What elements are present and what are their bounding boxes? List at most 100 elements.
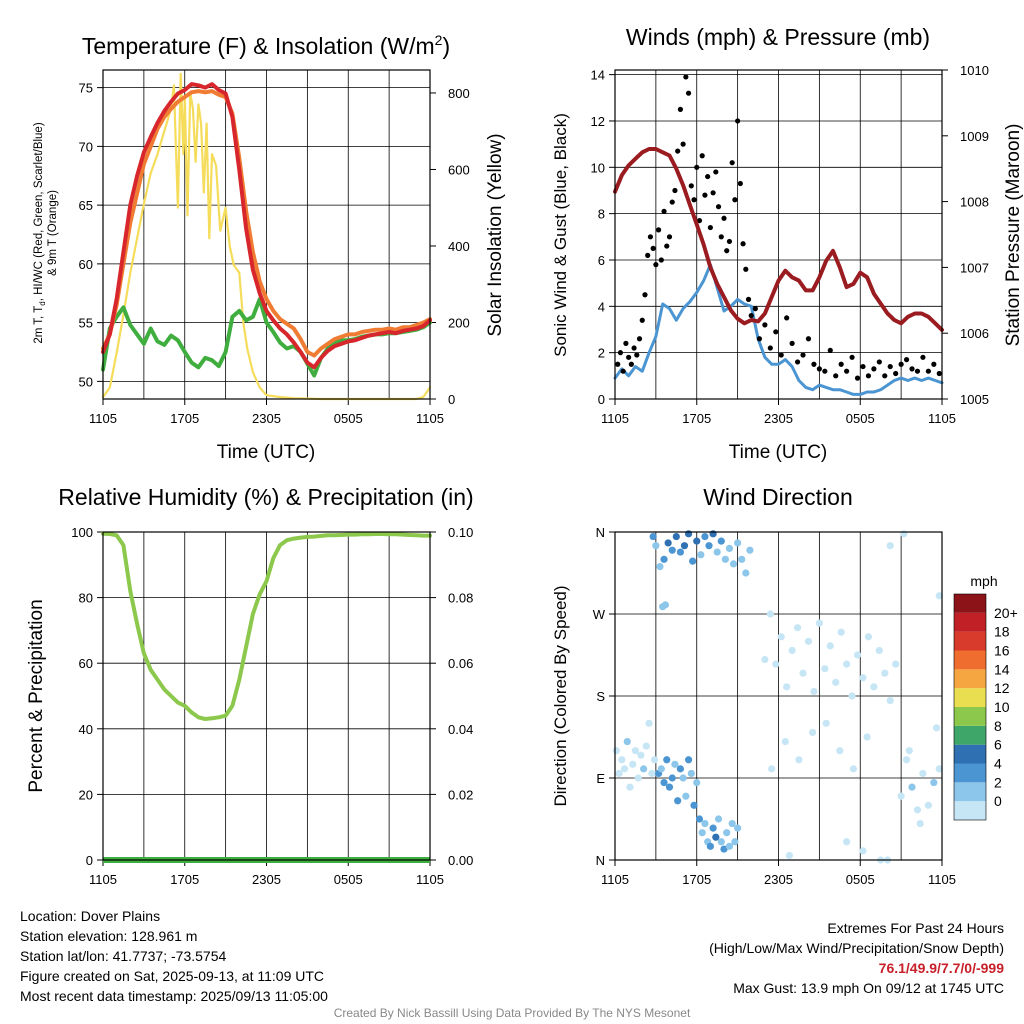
winds-ytick-right-label: 1010 — [960, 63, 989, 78]
winds-gust-point — [871, 366, 877, 372]
direction-point — [738, 555, 746, 563]
direction-point — [615, 769, 623, 778]
winds-gust-point — [762, 322, 768, 328]
colorbar-swatch — [954, 801, 986, 820]
extremes-heading: Extremes For Past 24 Hours — [827, 920, 1004, 936]
winds-gust-point — [653, 262, 659, 268]
temperature-ylabel-right: Solar Insolation (Yellow) — [485, 133, 506, 336]
direction-point — [902, 756, 911, 764]
winds-ytick-label: 14 — [591, 68, 605, 83]
temperature-ytick-right-label: 800 — [448, 86, 470, 101]
direction-xtick-label: 1105 — [601, 872, 629, 887]
direction-point — [919, 769, 927, 778]
winds-gust-point — [805, 336, 812, 342]
direction-point — [843, 660, 851, 668]
winds-gust-point — [833, 373, 839, 379]
winds-gust-point — [898, 361, 904, 367]
winds-gust-point — [794, 359, 801, 365]
temperature-ytick-right-label: 600 — [448, 162, 470, 177]
direction-ytick-label: N — [596, 525, 605, 540]
temperature-xtick-label: 1105 — [416, 411, 444, 426]
temperature-ytick-label: 50 — [79, 374, 93, 389]
direction-point — [822, 719, 830, 727]
winds-gust-point — [743, 266, 749, 272]
temperature-solar-insolation-line — [101, 72, 432, 401]
colorbar-swatch — [954, 725, 986, 745]
temperature-title-sup: 2 — [435, 32, 443, 48]
temperature-ylabel-left: 2m T, Td, HI/WC (Red, Green, Scarlet/Blu… — [33, 122, 47, 343]
winds-gust-point — [672, 187, 678, 194]
direction-point — [886, 542, 894, 550]
winds-gust-point — [724, 248, 730, 254]
winds-gust-point — [707, 224, 713, 231]
direction-point — [645, 719, 653, 727]
winds-xtick-label: 1105 — [928, 411, 956, 426]
extremes-values: 76.1/49.9/7.7/0/-999 — [878, 960, 1004, 976]
winds-gust-point — [685, 90, 692, 96]
winds-ytick-label: 12 — [591, 114, 605, 129]
winds-gust-point — [882, 373, 888, 379]
winds-gust-point — [615, 361, 621, 367]
direction-point — [648, 769, 656, 778]
winds-gust-point — [822, 368, 828, 374]
winds-gust-point — [688, 183, 694, 189]
winds-ytick-right-label: 1007 — [960, 260, 989, 275]
direction-point — [746, 546, 754, 554]
direction-point — [785, 851, 794, 860]
direction-point — [913, 806, 922, 814]
winds-gust-point — [909, 366, 915, 372]
direction-point — [682, 792, 690, 800]
max-gust: Max Gust: 13.9 mph On 09/12 at 1745 UTC — [733, 980, 1004, 996]
direction-point — [676, 765, 685, 773]
direction-point — [905, 747, 913, 755]
colorbar-label: 12 — [994, 680, 1010, 696]
speed-colorbar: mph 0 2 4 6 8 10 12 14 16 18 20+ — [953, 573, 1018, 821]
temperature-9m-t-line — [101, 89, 432, 358]
humidity-ytick-label: 40 — [79, 722, 93, 737]
direction-point — [783, 683, 791, 691]
direction-point — [734, 824, 742, 832]
direction-point — [664, 539, 672, 547]
winds-panel: 1105 1705 2305 0505 1105 0 2 4 6 8 10 12 14 1005 1006 1… — [591, 63, 989, 426]
direction-point — [795, 756, 803, 764]
direction-point — [698, 829, 706, 837]
winds-gust-point — [666, 234, 673, 240]
humidity-panel: 1105 1705 2305 0505 1105 0 20 40 60 80 100 0.00 0.02… — [71, 525, 473, 887]
winds-gust-point — [865, 373, 872, 379]
colorbar-label: 8 — [994, 718, 1002, 734]
winds-ytick-label: 0 — [598, 392, 605, 407]
temperature-ytick-right-label: 400 — [448, 239, 470, 254]
temperature-panel-title: Temperature (F) & Insolation (W/m2) — [82, 32, 450, 59]
direction-point — [848, 692, 856, 700]
winds-gust-point — [636, 336, 643, 342]
winds-gust-point — [729, 160, 735, 166]
winds-gust-point — [699, 153, 705, 159]
direction-point — [810, 687, 818, 696]
winds-plot-border — [614, 69, 943, 400]
temperature-xtick-label: 0505 — [334, 411, 363, 426]
winds-ytick-label: 4 — [598, 299, 605, 314]
winds-ytick-right-label: 1006 — [960, 326, 989, 341]
direction-point — [652, 542, 660, 550]
direction-point — [859, 674, 867, 682]
winds-ytick-label: 2 — [598, 346, 605, 361]
temperature-ylabel-left-line2: & 9m T (Orange) — [47, 190, 59, 276]
winds-gust-point — [726, 238, 733, 245]
colorbar-label: 2 — [994, 774, 1002, 790]
colorbar-label: 6 — [994, 737, 1002, 753]
winds-gust-point — [715, 204, 722, 210]
colorbar-label: 0 — [994, 793, 1002, 809]
direction-point — [713, 548, 721, 556]
winds-gust-point — [773, 329, 779, 335]
winds-xtick-label: 2305 — [764, 411, 793, 426]
direction-point — [684, 530, 693, 538]
temperature-ytick-right-label: 0 — [448, 392, 455, 407]
winds-gust-point — [893, 370, 899, 377]
winds-gust-point — [702, 192, 708, 198]
temperature-title-main: Temperature (F) & Insolation (W/m — [82, 33, 435, 59]
winds-gust-point — [647, 234, 654, 240]
winds-ytick-label: 6 — [598, 253, 605, 268]
winds-gust-point — [645, 252, 651, 258]
humidity-ytick-right-label: 0.04 — [448, 722, 473, 737]
temperature-title-close: ) — [442, 33, 450, 59]
